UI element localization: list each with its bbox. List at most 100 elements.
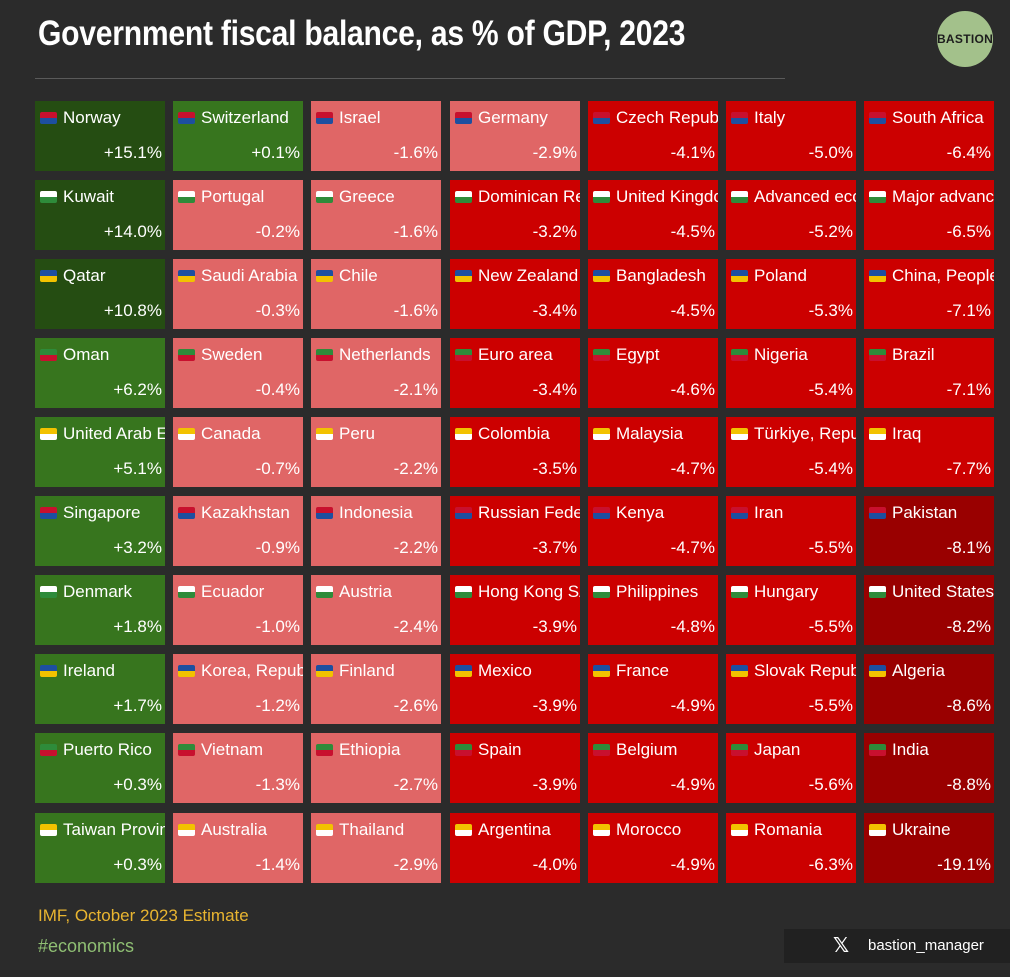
- flag-icon: [593, 824, 610, 836]
- tile-value-label: -8.2%: [946, 617, 991, 636]
- tile-ukraine: Ukraine -19.1%: [864, 813, 994, 883]
- tile-qatar: Qatar +10.8%: [35, 259, 165, 329]
- tile-euro-area: Euro area -3.4%: [450, 338, 580, 408]
- chart-title: Government fiscal balance, as % of GDP, …: [38, 14, 686, 53]
- tile-value-label: -5.3%: [808, 301, 853, 320]
- flag-icon: [593, 586, 610, 598]
- tile-ecuador: Ecuador -1.0%: [173, 575, 303, 645]
- tile-argentina: Argentina -4.0%: [450, 813, 580, 883]
- author-badge[interactable]: [784, 929, 1010, 963]
- tile-advanced-economies: Advanced economies -5.2%: [726, 180, 856, 250]
- tile-malaysia: Malaysia -4.7%: [588, 417, 718, 487]
- flag-icon: [593, 270, 610, 282]
- tile-value-label: -0.3%: [255, 301, 300, 320]
- tile-value-label: +1.8%: [113, 617, 162, 636]
- tile-algeria: Algeria -8.6%: [864, 654, 994, 724]
- hashtag[interactable]: #economics: [38, 936, 135, 956]
- tile-country-label: Colombia: [478, 424, 550, 443]
- tile-value-label: -3.5%: [532, 459, 577, 478]
- title-divider: [35, 78, 785, 79]
- tile-value-label: -2.6%: [393, 696, 438, 715]
- tile-value-label: -5.0%: [808, 143, 853, 162]
- tile-country-label: Saudi Arabia: [201, 266, 298, 285]
- tile-value-label: +6.2%: [113, 380, 162, 399]
- tile-value-label: -2.2%: [393, 538, 438, 557]
- tile-country-label: Australia: [201, 820, 268, 839]
- tile-egypt: Egypt -4.6%: [588, 338, 718, 408]
- tile-japan: Japan -5.6%: [726, 733, 856, 803]
- tile-country-label: India: [892, 740, 929, 759]
- tile-value-label: -5.4%: [808, 380, 853, 399]
- tile-value-label: -4.5%: [670, 301, 715, 320]
- tile-dominican-republic: Dominican Republic -3.2%: [450, 180, 580, 250]
- flag-icon: [869, 744, 886, 756]
- tile-value-label: -0.9%: [255, 538, 300, 557]
- tile-country-label: Romania: [754, 820, 823, 839]
- flag-icon: [455, 586, 472, 598]
- tile-country-label: Kazakhstan: [201, 503, 290, 522]
- tile-russian-federation: Russian Federation -3.7%: [450, 496, 580, 566]
- tile-country-label: United Arab Emirates: [63, 424, 165, 443]
- flag-icon: [731, 270, 748, 282]
- x-logo-icon: 𝕏: [832, 935, 850, 957]
- tile-czech-republic: Czech Republic -4.1%: [588, 101, 718, 171]
- flag-icon: [593, 507, 610, 519]
- flag-icon: [178, 428, 195, 440]
- tile-country-label: Japan: [754, 740, 801, 759]
- tile-value-label: -8.1%: [946, 538, 991, 557]
- tile-country-label: Ecuador: [201, 582, 265, 601]
- flag-icon: [178, 507, 195, 519]
- tile-value-label: +1.7%: [113, 696, 162, 715]
- tile-value-label: -6.3%: [808, 855, 853, 874]
- flag-icon: [869, 349, 886, 361]
- flag-icon: [178, 744, 195, 756]
- tile-value-label: +14.0%: [103, 222, 162, 241]
- tile-kuwait: Kuwait +14.0%: [35, 180, 165, 250]
- flag-icon: [40, 507, 57, 519]
- author-handle[interactable]: bastion_manager: [868, 937, 984, 954]
- tile-country-label: Finland: [339, 661, 395, 680]
- flag-icon: [731, 428, 748, 440]
- flag-icon: [178, 191, 195, 203]
- tile-value-label: +5.1%: [113, 459, 162, 478]
- tile-finland: Finland -2.6%: [311, 654, 441, 724]
- tile-country-label: Ireland: [63, 661, 115, 680]
- tile-country-label: Netherlands: [339, 345, 431, 364]
- tile-country-label: Morocco: [616, 820, 682, 839]
- tile-country-label: Austria: [339, 582, 392, 601]
- tile-value-label: -3.2%: [532, 222, 577, 241]
- tile-kazakhstan: Kazakhstan -0.9%: [173, 496, 303, 566]
- flag-icon: [455, 191, 472, 203]
- tile-country-label: Dominican Republic: [478, 187, 580, 206]
- tile-value-label: -6.5%: [946, 222, 991, 241]
- flag-icon: [593, 428, 610, 440]
- flag-icon: [40, 744, 57, 756]
- tile-value-label: -3.4%: [532, 380, 577, 399]
- tile-korea-republic-of: Korea, Republic of -1.2%: [173, 654, 303, 724]
- tile-saudi-arabia: Saudi Arabia -0.3%: [173, 259, 303, 329]
- flag-icon: [593, 665, 610, 677]
- tile-philippines: Philippines -4.8%: [588, 575, 718, 645]
- tile-chile: Chile -1.6%: [311, 259, 441, 329]
- flag-icon: [178, 112, 195, 124]
- tile-slovak-republic: Slovak Republic -5.5%: [726, 654, 856, 724]
- tile-value-label: -1.6%: [393, 222, 438, 241]
- tile-country-label: Kuwait: [63, 187, 115, 206]
- flag-icon: [178, 586, 195, 598]
- tile-country-label: France: [616, 661, 669, 680]
- tile-value-label: -5.5%: [808, 696, 853, 715]
- flag-icon: [316, 744, 333, 756]
- tile-india: India -8.8%: [864, 733, 994, 803]
- flag-icon: [40, 270, 57, 282]
- tile-value-label: -4.7%: [670, 459, 715, 478]
- tile-country-label: Brazil: [892, 345, 935, 364]
- tile-france: France -4.9%: [588, 654, 718, 724]
- flag-icon: [316, 349, 333, 361]
- tile-value-label: -2.9%: [532, 143, 577, 162]
- flag-icon: [455, 112, 472, 124]
- flag-icon: [40, 349, 57, 361]
- flag-icon: [316, 270, 333, 282]
- tile-country-label: United States: [892, 582, 994, 601]
- flag-icon: [731, 824, 748, 836]
